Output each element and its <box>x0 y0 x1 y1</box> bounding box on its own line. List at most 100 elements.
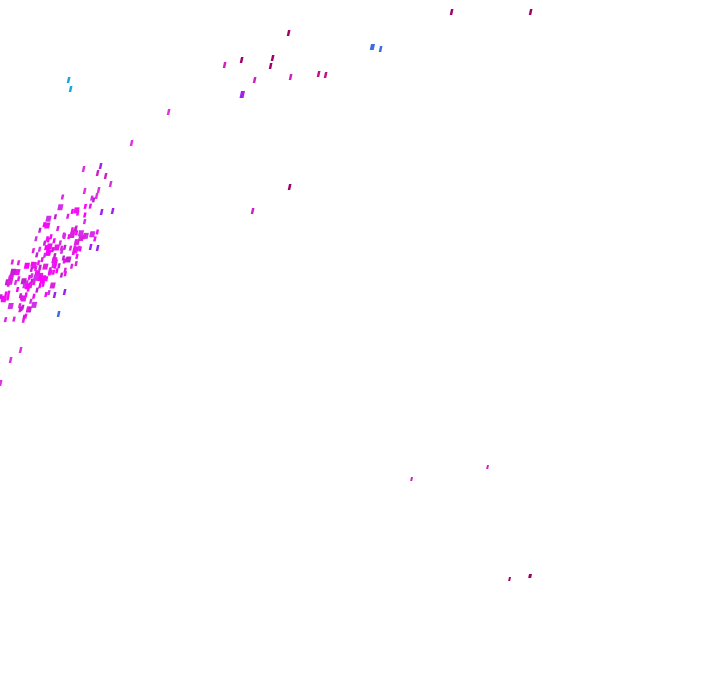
echo <box>77 245 81 251</box>
echo <box>69 263 74 269</box>
echo <box>30 261 34 267</box>
echo <box>270 55 275 61</box>
echo <box>82 234 87 240</box>
echo <box>81 166 86 172</box>
echo <box>19 306 24 312</box>
echo <box>6 278 14 285</box>
echo <box>49 234 53 240</box>
echo <box>50 247 55 253</box>
echo <box>47 268 52 274</box>
echo <box>94 193 99 199</box>
echo <box>316 71 321 77</box>
echo <box>486 465 490 469</box>
echo <box>83 212 87 218</box>
echo <box>95 229 100 235</box>
echo <box>19 295 24 301</box>
echo <box>57 263 61 269</box>
echo <box>45 215 52 222</box>
echo <box>32 274 39 281</box>
echo <box>35 252 39 258</box>
echo <box>4 291 8 297</box>
echo <box>449 9 454 15</box>
echo <box>15 287 20 292</box>
echo <box>37 246 42 252</box>
echo <box>108 181 113 187</box>
echo <box>90 195 94 201</box>
echo <box>252 77 257 83</box>
echo <box>31 301 38 308</box>
echo <box>3 317 8 323</box>
echo <box>12 316 16 322</box>
echo <box>56 311 61 317</box>
echo <box>45 249 52 256</box>
echo <box>44 245 48 251</box>
echo <box>65 256 72 263</box>
echo <box>53 263 57 269</box>
echo <box>42 222 46 228</box>
echo <box>129 140 134 146</box>
echo <box>53 244 60 251</box>
echo <box>60 194 65 200</box>
echo <box>32 262 37 268</box>
echo <box>16 276 21 282</box>
echo <box>103 173 108 179</box>
echo <box>93 236 97 242</box>
echo <box>508 577 512 581</box>
echo <box>27 274 32 280</box>
echo <box>52 253 57 259</box>
echo <box>29 283 33 289</box>
echo <box>69 232 76 238</box>
echo <box>62 233 66 239</box>
echo <box>70 227 74 233</box>
echo <box>51 257 58 264</box>
echo <box>39 277 46 284</box>
echo <box>88 203 93 209</box>
echo <box>528 574 532 578</box>
echo <box>49 282 56 289</box>
echo <box>52 292 57 298</box>
echo <box>70 208 75 214</box>
echo <box>16 260 21 266</box>
echo <box>42 240 47 246</box>
echo <box>36 260 41 266</box>
echo <box>34 270 41 277</box>
echo <box>56 226 60 231</box>
echo <box>35 287 39 293</box>
echo <box>47 290 51 296</box>
echo <box>29 298 33 304</box>
echo <box>32 280 36 285</box>
echo <box>286 30 291 36</box>
echo <box>99 209 104 215</box>
echo <box>166 109 171 115</box>
echo <box>528 9 533 15</box>
echo <box>10 274 15 280</box>
echo <box>58 240 62 246</box>
echo <box>32 293 36 299</box>
echo <box>82 188 87 194</box>
echo <box>51 269 56 275</box>
echo <box>73 239 81 246</box>
echo <box>88 244 93 250</box>
echo-layer <box>0 9 533 581</box>
echo <box>45 236 49 242</box>
echo <box>72 247 79 254</box>
echo <box>18 347 23 353</box>
echo <box>10 259 15 265</box>
echo <box>66 77 71 83</box>
echo <box>38 227 42 233</box>
echo <box>42 263 49 270</box>
echo <box>6 295 10 301</box>
echo <box>7 303 14 309</box>
echo <box>288 74 293 80</box>
echo <box>287 184 292 190</box>
echo <box>24 292 28 298</box>
echo <box>75 253 79 259</box>
echo <box>63 271 68 277</box>
echo <box>26 306 30 312</box>
echo <box>22 283 26 289</box>
echo <box>52 238 56 244</box>
echo <box>44 222 51 229</box>
echo <box>66 213 70 219</box>
echo <box>68 245 73 251</box>
